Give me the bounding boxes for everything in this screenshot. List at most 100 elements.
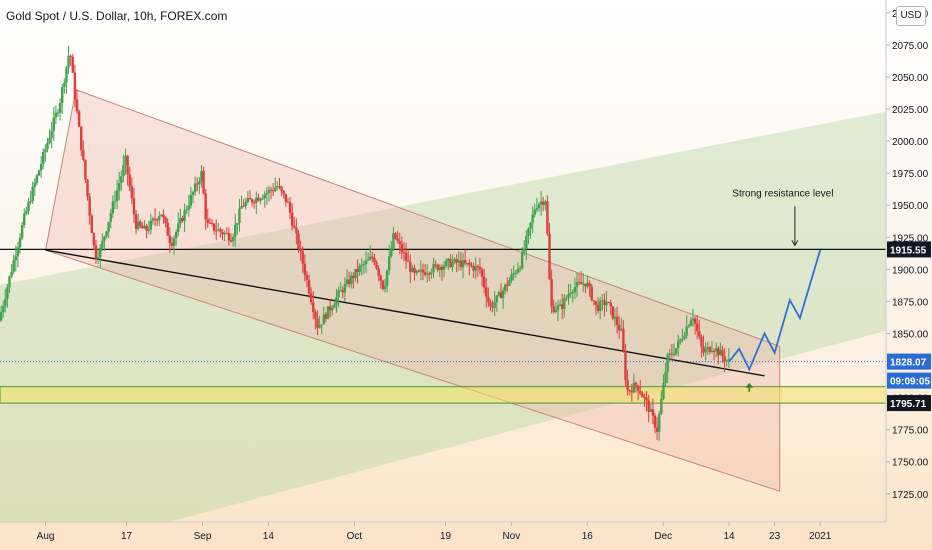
candle-body [634, 382, 638, 386]
candle-body [312, 302, 315, 313]
candle-body [512, 273, 515, 275]
candle-body [594, 301, 598, 305]
candle-body [278, 186, 281, 188]
currency-button[interactable]: USD [896, 6, 926, 26]
candle-body [381, 280, 385, 289]
candle-body [347, 279, 351, 285]
candle-body [39, 163, 43, 171]
candle-body [75, 99, 79, 112]
candle-body [596, 304, 600, 311]
candle-body [369, 256, 372, 260]
candle-body [714, 348, 718, 352]
candle-body [343, 284, 347, 293]
candle-body [394, 233, 397, 239]
candle-body [172, 238, 176, 247]
candle-body [151, 218, 155, 221]
candle-body [620, 328, 623, 331]
plot-area: Strong resistance level [0, 45, 886, 522]
candle-body [335, 297, 338, 305]
price-tick-label: 1725.00 [892, 490, 929, 501]
candle-body [708, 347, 712, 353]
candle-body [373, 257, 376, 263]
candle-body [309, 293, 313, 303]
time-tick-label: Dec [654, 531, 672, 542]
candle-body [632, 382, 636, 393]
candle-body [689, 320, 693, 326]
price-tick-label: 1750.00 [892, 458, 929, 469]
candle-body [371, 256, 374, 258]
candle-body [436, 264, 439, 271]
candle-body [565, 297, 568, 299]
forecast-path [728, 249, 822, 372]
candle-body [134, 214, 138, 229]
candle-body [383, 285, 387, 289]
candle-body [200, 170, 203, 182]
candle-body [470, 265, 473, 267]
candle-body [189, 194, 193, 206]
candle-body [501, 290, 505, 299]
time-tick-label: 14 [263, 531, 275, 542]
candle-body [504, 284, 507, 291]
candle-body [286, 201, 290, 203]
time-axis-labels: Aug 17 Sep 14 Oct 19 Nov 16 Dec 14 23 2021 [37, 522, 832, 542]
candle-body [158, 216, 161, 221]
candle-body [531, 214, 534, 223]
price-tick-label: 1925.00 [892, 233, 929, 244]
candle-body [710, 350, 714, 353]
candle-body [388, 256, 391, 271]
candle-body [155, 219, 159, 221]
candle-body [42, 151, 45, 164]
candle-body [725, 360, 728, 362]
candle-body [617, 325, 621, 331]
candle-body [80, 126, 83, 151]
candle-body [61, 86, 64, 103]
candle-body [284, 194, 288, 202]
candle-body [244, 202, 247, 207]
candle-body [390, 248, 393, 257]
candle-body [601, 300, 604, 302]
candle-body [208, 222, 212, 224]
candle-body [706, 347, 709, 349]
candle-body [48, 138, 51, 143]
candle-body [187, 205, 191, 210]
candle-body [400, 244, 404, 253]
candle-body [160, 214, 163, 217]
resistance-price-tag: 1915.55 [887, 241, 931, 258]
candle-body [350, 275, 353, 285]
candle-body [73, 72, 77, 100]
candle-body [314, 312, 317, 319]
candle-body [546, 201, 549, 234]
candles [0, 45, 731, 441]
time-tick-label: Aug [37, 531, 55, 542]
candle-body [698, 331, 701, 337]
candle-body [558, 304, 562, 306]
candle-body [183, 210, 186, 222]
candle-body [56, 112, 60, 114]
candle-body [417, 270, 420, 272]
candle-body [664, 371, 667, 384]
candle-body [413, 267, 416, 273]
candle-body [658, 413, 661, 432]
support-price-tag: 1795.71 [887, 395, 931, 412]
candle-body [712, 350, 716, 352]
candle-body [12, 260, 15, 272]
candle-body [231, 237, 235, 242]
candle-body [122, 165, 125, 177]
candle-body [84, 159, 87, 180]
candle-body [453, 259, 456, 263]
candle-body [77, 111, 81, 127]
candle-body [265, 192, 269, 195]
candle-body [221, 231, 224, 235]
candle-body [609, 302, 612, 307]
candle-body [94, 245, 98, 260]
time-tick-label: Sep [194, 531, 212, 542]
candle-body [440, 266, 444, 270]
candle-body [65, 67, 68, 83]
candle-body [324, 314, 328, 319]
candle-body [115, 190, 119, 202]
candle-body [227, 233, 231, 241]
candle-body [423, 272, 427, 275]
candle-body [653, 415, 657, 428]
